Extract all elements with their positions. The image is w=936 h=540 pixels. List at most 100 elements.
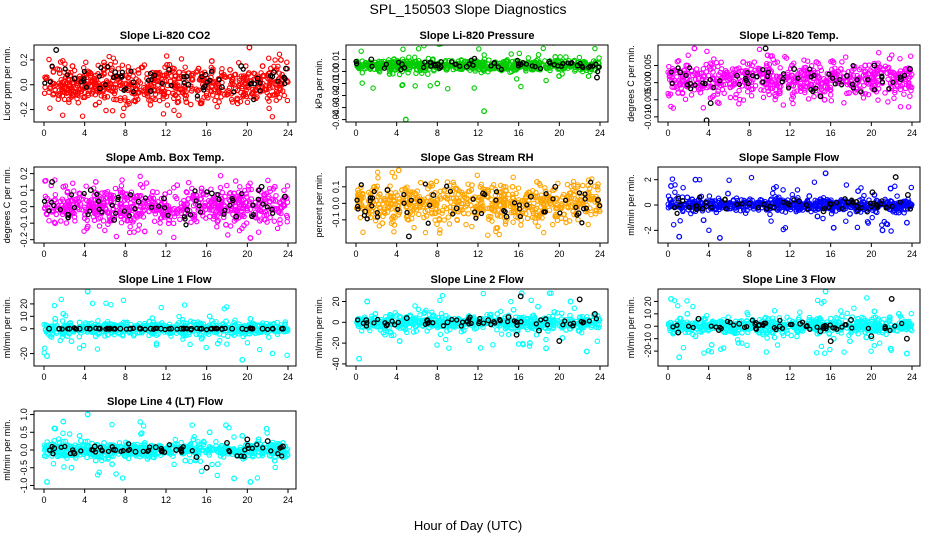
data-point [517,61,524,68]
data-point [254,75,261,82]
data-point [164,61,170,68]
sample-point [861,69,868,75]
sample-point [215,191,221,198]
sample-point [711,84,717,91]
sample-point [228,81,234,88]
sample-point [826,71,832,77]
data-point [147,88,154,94]
sample-point [901,91,907,97]
sample-point [392,190,399,196]
sample-point [274,329,281,335]
sample-point [858,89,864,95]
data-point [734,72,741,79]
sample-point [763,60,770,67]
sample-point [205,95,211,101]
sample-point [197,209,204,215]
sample-point [240,211,246,218]
sample-point [83,59,89,66]
sample-point [358,48,364,54]
sample-point [828,210,835,217]
sample-point [731,202,737,208]
sample-point [476,46,482,52]
sample-point [573,204,579,211]
sample-point [839,59,845,65]
y-tick-label: 0 [643,202,653,207]
sample-point [429,211,435,217]
data-point [135,198,142,205]
sample-point [715,88,721,95]
sample-point [106,209,113,216]
sample-point [422,59,428,65]
sample-point [515,185,522,191]
sample-point [489,202,495,209]
sample-point [552,212,559,218]
sample-point [99,190,105,196]
series-1 [665,170,915,241]
data-point [263,211,270,218]
x-tick-label: 20 [554,249,564,259]
data-point [813,59,820,66]
data-point [81,94,88,101]
sample-point [415,57,422,64]
sample-point [118,200,125,207]
sample-point [145,77,152,83]
data-point [814,213,821,220]
data-point [756,66,763,72]
sample-point [196,203,202,209]
sample-point [495,64,501,70]
sample-point [208,198,214,205]
sample-point [41,345,48,352]
sample-point [733,195,740,201]
sample-point [121,197,128,203]
sample-point [83,84,90,90]
sample-point [119,177,125,183]
x-tick-label: 0 [41,128,46,138]
sample-point [65,203,71,210]
sample-point [255,229,262,235]
sample-point [211,86,217,93]
sample-point [864,209,870,215]
sample-point [243,74,250,81]
sample-point [719,200,725,207]
sample-point [595,181,601,187]
sample-point [375,175,381,181]
sample-point [156,97,163,104]
sample-point [706,227,712,234]
sample-point [413,195,419,202]
sample-point [172,193,178,200]
sample-point [814,69,821,76]
data-point [239,200,246,207]
sample-point [674,74,680,80]
sample-point [748,93,755,99]
sample-point [181,201,187,208]
sample-point [502,221,509,227]
sample-point [204,189,210,195]
sample-point [171,76,178,83]
sample-point [105,63,111,70]
sample-point [108,192,114,198]
sample-point [856,66,863,73]
sample-point [121,211,128,217]
sample-point [391,222,398,228]
y-axis-label: percent per min. [314,172,324,237]
data-point [185,81,192,88]
sample-point [736,87,742,94]
sample-point [736,81,743,88]
sample-point [92,102,99,108]
sample-point [477,194,483,201]
data-point [238,63,245,70]
sample-point [886,85,892,92]
sample-point [885,76,891,83]
sample-point [76,345,83,351]
sample-point [564,181,571,188]
sample-point [889,203,895,210]
sample-point [46,89,52,95]
sample-point [811,202,818,208]
sample-point [541,209,547,215]
sample-point [494,212,501,219]
sample-point [549,221,556,228]
sample-point [140,214,147,220]
sample-point [686,65,693,71]
sample-point [714,91,721,97]
